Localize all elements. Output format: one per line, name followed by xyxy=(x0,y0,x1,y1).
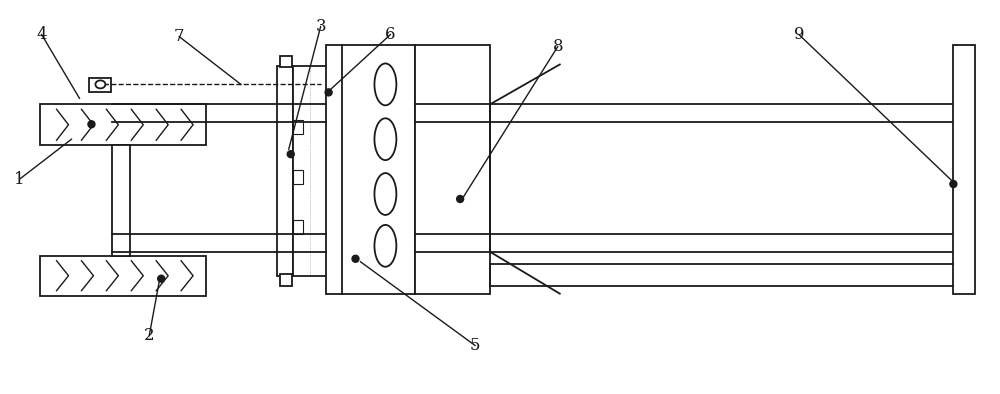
Bar xyxy=(293,220,303,234)
Bar xyxy=(293,170,303,184)
Text: 2: 2 xyxy=(144,327,155,344)
Text: 6: 6 xyxy=(385,26,396,43)
Text: 9: 9 xyxy=(794,26,804,43)
Bar xyxy=(112,145,130,256)
Bar xyxy=(953,45,975,294)
Ellipse shape xyxy=(374,225,396,267)
Circle shape xyxy=(88,121,95,128)
Ellipse shape xyxy=(95,80,105,88)
Bar xyxy=(311,76,329,92)
Bar xyxy=(277,67,293,276)
Circle shape xyxy=(158,275,165,282)
Ellipse shape xyxy=(374,173,396,215)
Text: 4: 4 xyxy=(36,26,47,43)
Bar xyxy=(293,120,303,134)
Bar xyxy=(280,274,292,286)
Circle shape xyxy=(950,180,957,188)
Bar xyxy=(40,104,206,145)
Circle shape xyxy=(457,195,464,203)
Bar xyxy=(293,67,328,276)
Circle shape xyxy=(325,89,332,96)
Bar xyxy=(89,78,111,92)
Text: 5: 5 xyxy=(470,337,480,354)
Circle shape xyxy=(287,151,294,158)
Text: 1: 1 xyxy=(14,171,25,188)
Text: 8: 8 xyxy=(552,38,563,55)
Circle shape xyxy=(352,255,359,262)
Bar xyxy=(40,256,206,296)
Text: 7: 7 xyxy=(174,28,184,45)
Bar xyxy=(326,45,415,294)
Bar xyxy=(280,56,292,67)
Text: 3: 3 xyxy=(315,18,326,35)
Bar xyxy=(415,45,490,294)
Ellipse shape xyxy=(374,118,396,160)
Ellipse shape xyxy=(374,63,396,105)
